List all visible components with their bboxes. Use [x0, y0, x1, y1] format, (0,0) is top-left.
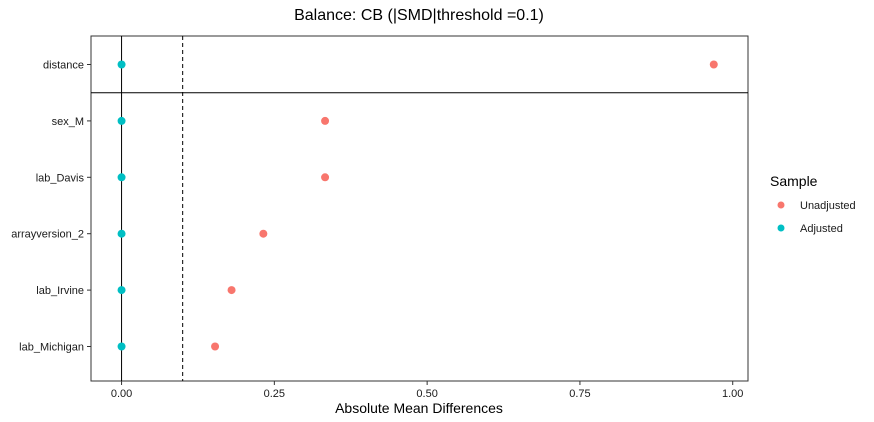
unadjusted-point-distance [709, 60, 718, 69]
legend-label-unadjusted: Unadjusted [800, 200, 856, 212]
y-tick-label: lab_Michigan [19, 342, 84, 354]
legend: Sample Unadjusted Adjusted [770, 173, 856, 235]
adjusted-point-arrayversion-2 [117, 229, 126, 238]
x-tick-label: 1.00 [722, 388, 743, 400]
y-tick-label: sex_M [52, 116, 84, 128]
legend-key-unadjusted [777, 201, 785, 209]
adjusted-point-distance [117, 60, 126, 69]
x-tick-label: 0.25 [264, 388, 285, 400]
x-tick-label: 0.75 [569, 388, 590, 400]
unadjusted-point-lab-irvine [227, 286, 236, 295]
legend-title: Sample [770, 173, 818, 189]
reference-lines [121, 36, 184, 381]
adjusted-point-sex-m [117, 116, 126, 125]
y-axis: distance sex_M lab_Davis arrayversion_2 lab_… [11, 60, 91, 354]
unadjusted-point-arrayversion-2 [259, 229, 268, 238]
legend-label-adjusted: Adjusted [800, 223, 843, 235]
unadjusted-point-lab-michigan [211, 342, 220, 351]
legend-key-adjusted [777, 224, 785, 232]
data-points [117, 60, 718, 351]
plot-panel [90, 35, 749, 382]
x-tick-label: 0.50 [416, 388, 437, 400]
y-tick-label: lab_Irvine [36, 285, 84, 297]
y-tick-label: distance [43, 60, 84, 72]
y-tick-label: arrayversion_2 [11, 229, 84, 241]
chart-title: Balance: CB (|SMD|threshold =0.1) [294, 7, 544, 24]
adjusted-point-lab-davis [117, 173, 126, 182]
unadjusted-point-sex-m [321, 116, 330, 125]
x-axis-title: Absolute Mean Differences [335, 400, 503, 416]
adjusted-point-lab-michigan [117, 342, 126, 351]
y-tick-label: lab_Davis [36, 172, 85, 184]
x-tick-label: 0.00 [111, 388, 132, 400]
x-axis: 0.00 0.25 0.50 0.75 1.00 [111, 381, 743, 400]
adjusted-point-lab-irvine [117, 286, 126, 295]
unadjusted-point-lab-davis [321, 173, 330, 182]
